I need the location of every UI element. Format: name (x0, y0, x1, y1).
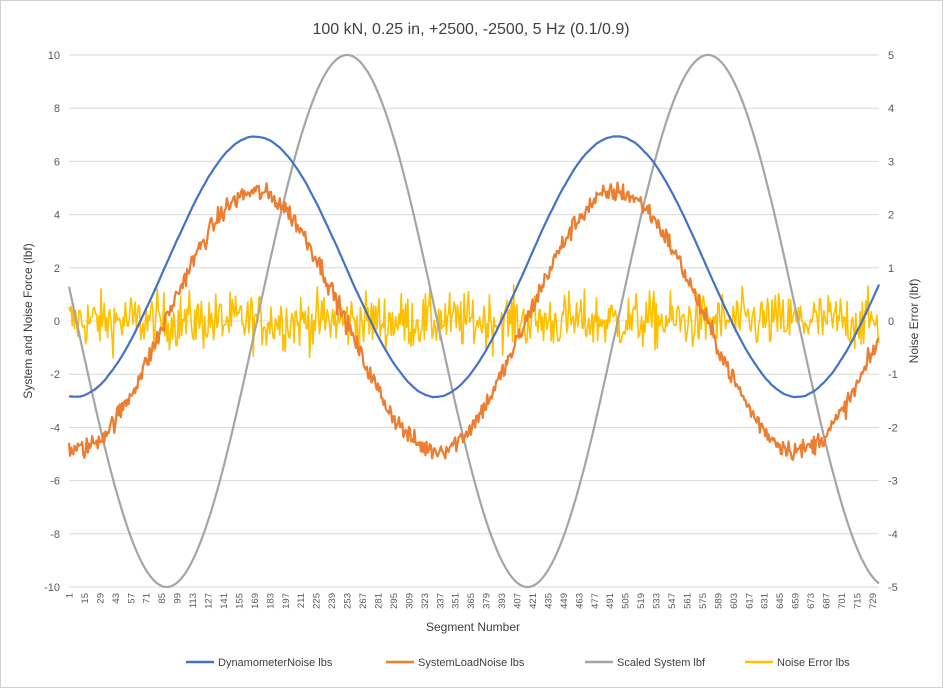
series-lines (67, 53, 881, 589)
series-line-1 (67, 181, 880, 461)
x-tick-label: 407 (513, 593, 524, 609)
y-left-tick-label: 0 (54, 316, 60, 328)
x-tick-label: 43 (111, 593, 122, 604)
x-tick-label: 491 (605, 593, 616, 609)
x-tick-label: 197 (281, 593, 292, 609)
y-right-tick-label: -5 (888, 582, 898, 594)
x-tick-label: 225 (312, 593, 323, 609)
x-tick-label: 603 (729, 593, 740, 609)
x-tick-label: 155 (234, 593, 245, 609)
x-tick-label: 463 (574, 593, 585, 609)
x-tick-label: 421 (528, 593, 539, 609)
y-right-tick-label: 0 (888, 316, 894, 328)
x-tick-label: 533 (652, 593, 663, 609)
y-right-tick-label: -3 (888, 476, 898, 488)
x-tick-label: 351 (451, 593, 462, 609)
x-axis-ticks: 1 15 29 43 57 71 85 99 113 127 141 155 169 183 197 211 2… (65, 593, 879, 609)
chart-title: 100 kN, 0.25 in, +2500, -2500, 5 Hz (0.1… (312, 21, 629, 38)
x-tick-label: 365 (466, 593, 477, 609)
legend-label: Noise Error lbs (777, 657, 850, 669)
legend-label: SystemLoadNoise lbs (418, 657, 525, 669)
x-tick-label: 57 (126, 593, 137, 604)
x-tick-label: 729 (868, 593, 879, 609)
x-tick-label: 617 (744, 593, 755, 609)
y-left-tick-label: -2 (50, 369, 60, 381)
x-tick-label: 295 (389, 593, 400, 609)
series-line-2 (67, 53, 880, 589)
x-tick-label: 449 (559, 593, 570, 609)
y-right-tick-label: 5 (888, 50, 894, 62)
x-tick-label: 673 (806, 593, 817, 609)
x-tick-label: 701 (837, 593, 848, 609)
legend-label: Scaled System lbf (617, 657, 706, 669)
y-left-tick-label: 2 (54, 263, 60, 275)
legend: DynamometerNoise lbs SystemLoadNoise lbs S… (186, 657, 850, 669)
y-right-tick-label: -1 (888, 369, 898, 381)
y-left-tick-label: -4 (50, 422, 60, 434)
x-tick-label: 267 (358, 593, 369, 609)
y-axis-left-title: System and Noise Force (lbf) (21, 243, 35, 398)
y-left-tick-label: -6 (50, 476, 60, 488)
x-tick-label: 71 (142, 593, 153, 604)
x-tick-label: 85 (157, 593, 168, 604)
y-left-tick-label: -8 (50, 529, 60, 541)
x-tick-label: 435 (543, 593, 554, 609)
x-tick-label: 183 (265, 593, 276, 609)
y-left-tick-label: 6 (54, 156, 60, 168)
x-tick-label: 211 (296, 593, 307, 608)
y-axis-right-ticks: 5 4 3 2 1 0 -1 -2 -3 -4 -5 (888, 50, 898, 594)
x-tick-label: 519 (636, 593, 647, 609)
x-tick-label: 687 (822, 593, 833, 609)
legend-label: DynamometerNoise lbs (218, 657, 333, 669)
x-tick-label: 1 (65, 593, 76, 598)
x-tick-label: 477 (590, 593, 601, 609)
y-right-tick-label: 3 (888, 156, 894, 168)
series-line-3 (68, 284, 880, 359)
x-tick-label: 505 (621, 593, 632, 609)
y-left-tick-label: -10 (44, 582, 60, 594)
x-tick-label: 99 (173, 593, 184, 604)
x-tick-label: 561 (682, 593, 693, 609)
x-tick-label: 127 (204, 593, 215, 609)
y-left-tick-label: 10 (48, 50, 60, 62)
y-right-tick-label: -4 (888, 529, 898, 541)
x-tick-label: 645 (775, 593, 786, 609)
x-tick-label: 379 (482, 593, 493, 609)
y-right-tick-label: 1 (888, 263, 894, 275)
x-tick-label: 631 (760, 593, 771, 609)
x-tick-label: 141 (219, 593, 230, 609)
y-right-tick-label: 4 (888, 103, 894, 115)
x-tick-label: 169 (250, 593, 261, 609)
x-tick-label: 29 (95, 593, 106, 604)
x-tick-label: 393 (497, 593, 508, 609)
y-left-tick-label: 4 (54, 210, 60, 222)
x-tick-label: 575 (698, 593, 709, 609)
y-axis-right-title: Noise Error (lbf) (907, 279, 921, 364)
x-tick-label: 323 (420, 593, 431, 609)
y-right-tick-label: 2 (888, 210, 894, 222)
x-tick-label: 15 (80, 593, 91, 604)
y-axis-left-ticks: 10 8 6 4 2 0 -2 -4 -6 -8 -10 (44, 50, 60, 594)
series-line-0 (68, 135, 881, 399)
x-axis-title: Segment Number (426, 620, 520, 634)
y-left-tick-label: 8 (54, 103, 60, 115)
x-tick-label: 281 (373, 593, 384, 609)
x-tick-label: 715 (852, 593, 863, 609)
x-tick-label: 659 (791, 593, 802, 609)
x-tick-label: 547 (667, 593, 678, 609)
x-tick-label: 253 (343, 593, 354, 609)
x-tick-label: 239 (327, 593, 338, 609)
y-right-tick-label: -2 (888, 422, 898, 434)
x-tick-label: 589 (713, 593, 724, 609)
x-tick-label: 113 (188, 593, 199, 608)
x-tick-label: 337 (435, 593, 446, 609)
x-tick-label: 309 (404, 593, 415, 609)
